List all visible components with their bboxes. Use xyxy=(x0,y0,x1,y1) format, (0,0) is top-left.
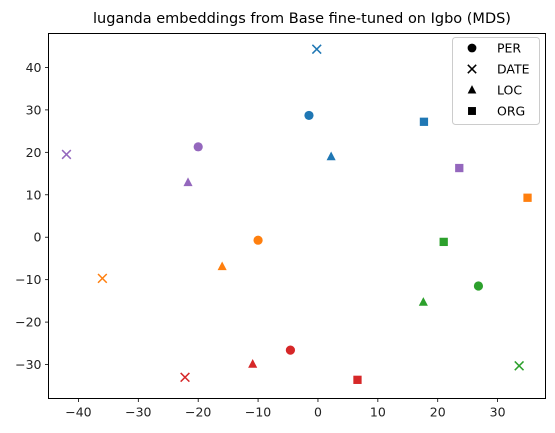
data-point-per xyxy=(304,110,314,121)
x-tick-label: 10 xyxy=(370,405,386,420)
data-point-loc xyxy=(183,177,193,187)
y-tick-label: 30 xyxy=(26,102,42,117)
data-point-date xyxy=(514,360,525,371)
y-tick-label: −10 xyxy=(15,272,41,287)
axis-ticks: −40 −30 −20 −10 0 10 20 30 −30 −20 −10 0 10 20 30 40 xyxy=(15,60,505,420)
x-tick-label: −20 xyxy=(185,405,211,420)
y-tick-label: −30 xyxy=(15,357,41,372)
legend-label-per: PER xyxy=(497,41,521,56)
legend-label-date: DATE xyxy=(497,62,530,77)
data-point-org xyxy=(353,375,362,384)
plot-frame xyxy=(48,33,546,399)
legend-label-loc: LOC xyxy=(497,83,522,98)
y-tick-label: 40 xyxy=(26,60,42,75)
y-tick-label: 0 xyxy=(34,230,42,245)
legend: PER DATE LOC ORG xyxy=(452,37,540,125)
data-points xyxy=(61,44,532,384)
legend-marker-date xyxy=(467,64,477,74)
x-tick-label: −10 xyxy=(245,405,271,420)
data-point-org xyxy=(523,193,532,202)
data-point-per xyxy=(285,345,296,355)
data-point-date xyxy=(311,44,322,55)
x-tick-label: 20 xyxy=(430,405,446,420)
y-tick-label: 10 xyxy=(26,187,42,202)
data-point-per xyxy=(253,235,263,245)
x-tick-label: −40 xyxy=(65,405,91,420)
y-tick-label: −20 xyxy=(15,315,41,330)
legend-box xyxy=(452,37,540,125)
x-tick-label: −30 xyxy=(125,405,151,420)
data-point-org xyxy=(455,163,464,173)
data-point-org xyxy=(439,237,448,247)
data-point-loc xyxy=(248,359,258,368)
data-point-per xyxy=(193,142,203,152)
legend-marker-org xyxy=(468,107,476,115)
x-tick-label: 30 xyxy=(490,405,506,420)
y-tick-label: 20 xyxy=(26,145,42,160)
x-tick-label: 0 xyxy=(314,405,322,420)
legend-marker-per xyxy=(467,43,477,53)
data-point-date xyxy=(180,372,190,383)
data-point-org xyxy=(419,117,429,126)
data-point-loc xyxy=(217,261,227,271)
data-point-loc xyxy=(326,151,336,161)
data-point-date xyxy=(97,273,108,284)
legend-marker-loc xyxy=(467,85,477,94)
legend-label-org: ORG xyxy=(497,104,525,119)
chart-title: luganda embeddings from Base fine-tuned … xyxy=(93,11,511,27)
data-point-loc xyxy=(418,297,428,306)
data-point-date xyxy=(61,149,72,160)
data-point-per xyxy=(473,281,484,291)
